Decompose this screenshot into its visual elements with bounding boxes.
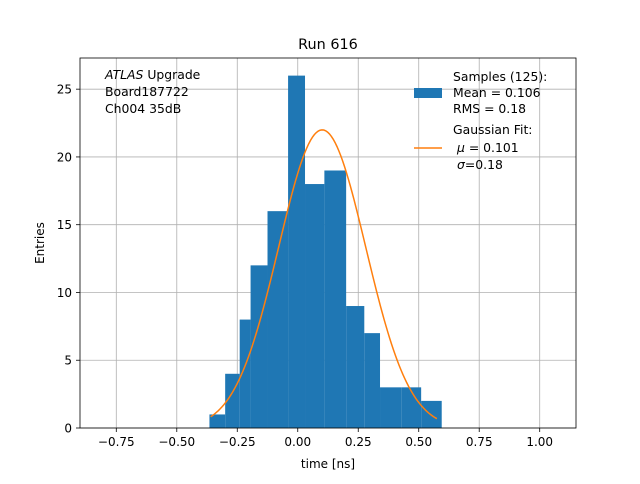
info-line-2: Board187722 bbox=[105, 84, 189, 99]
histogram-bar bbox=[324, 170, 347, 428]
legend-mu: μ = 0.101 bbox=[456, 140, 519, 155]
gaussian-fit-curve bbox=[210, 129, 438, 420]
y-tick-label: 10 bbox=[57, 286, 72, 300]
y-tick-label: 25 bbox=[57, 83, 72, 97]
legend-sigma: σ=0.18 bbox=[457, 157, 503, 172]
legend-mu-value: = 0.101 bbox=[465, 140, 519, 155]
y-axis-ticks: 0 5 10 15 20 25 bbox=[57, 83, 80, 436]
y-tick-label: 15 bbox=[57, 218, 72, 232]
histogram-bar bbox=[346, 306, 365, 428]
axes-frame bbox=[79, 57, 577, 429]
histogram-bar bbox=[364, 333, 381, 428]
x-tick-label: −0.25 bbox=[219, 435, 256, 449]
x-tick-label: 0.75 bbox=[466, 435, 493, 449]
legend-mean: Mean = 0.106 bbox=[453, 85, 541, 100]
histogram-bar bbox=[267, 211, 289, 428]
x-tick-label: 0.50 bbox=[405, 435, 432, 449]
histogram-bar bbox=[305, 184, 325, 428]
x-tick-label: 0.25 bbox=[345, 435, 372, 449]
x-tick-label: 1.00 bbox=[526, 435, 553, 449]
chart-title: Run 616 bbox=[298, 37, 358, 53]
info-line-1: ATLAS Upgrade bbox=[104, 67, 200, 82]
histogram-bar bbox=[250, 265, 268, 428]
histogram-bar bbox=[209, 414, 226, 428]
histogram-bar bbox=[239, 319, 251, 428]
legend-sigma-symbol: σ bbox=[457, 157, 466, 172]
histogram-bar bbox=[288, 75, 306, 428]
legend-fit-label: Gaussian Fit: bbox=[453, 122, 533, 137]
histogram-bar bbox=[380, 387, 402, 428]
y-tick-label: 0 bbox=[64, 422, 72, 436]
legend-rms: RMS = 0.18 bbox=[453, 101, 526, 116]
x-tick-label: −0.50 bbox=[158, 435, 195, 449]
y-axis-label: Entries bbox=[33, 222, 47, 264]
info-line-1-italic: ATLAS bbox=[104, 67, 144, 82]
legend-mu-symbol: μ bbox=[456, 140, 465, 155]
x-axis-label: time [ns] bbox=[301, 457, 355, 471]
legend-sigma-value: =0.18 bbox=[465, 157, 503, 172]
x-tick-label: 0.00 bbox=[284, 435, 311, 449]
histogram-bar bbox=[401, 387, 422, 428]
y-tick-label: 20 bbox=[57, 150, 72, 164]
legend: Samples (125): Mean = 0.106 RMS = 0.18 G… bbox=[414, 69, 547, 172]
info-line-3: Ch004 35dB bbox=[105, 101, 181, 116]
x-tick-label: −0.75 bbox=[98, 435, 135, 449]
info-line-1-rest: Upgrade bbox=[143, 67, 200, 82]
legend-histogram-label: Samples (125): bbox=[453, 69, 547, 84]
legend-histogram-swatch bbox=[414, 88, 442, 98]
y-tick-label: 5 bbox=[64, 354, 72, 368]
x-axis-ticks: −0.75 −0.50 −0.25 0.00 0.25 0.50 0.75 1.00 bbox=[98, 428, 553, 449]
